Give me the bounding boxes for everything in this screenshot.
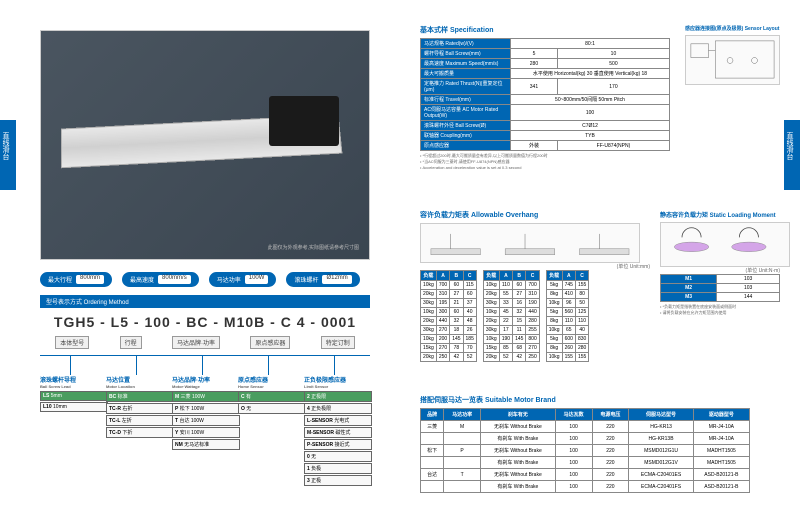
tree-column: 正负极限感应器Limit Sensor2 正极限4 正负极限L-SENSOR 光… <box>304 375 372 487</box>
motor-graphic <box>269 96 339 146</box>
sensor-diagram <box>685 35 780 85</box>
tree-column: 滚珠螺杆导程Ball Screw LeadLS 5mmL10 10mm <box>40 375 108 413</box>
overhang-tables: 负载ABC10kg7006011520kg310276030kg19521371… <box>420 270 650 362</box>
spec-pill: 马达功率100W <box>209 272 277 287</box>
spec-notes: • *行程超过200时,最大可搬质量会有差异,以上可搬质量数值为行程200时• … <box>420 153 675 170</box>
moment-diagram <box>660 222 790 267</box>
overhang-diagram <box>420 223 640 263</box>
motor-table: 品牌马达功率刹车有无马达瓦数电源电压伺服马达型号驱动器型号三菱M无刹车 With… <box>420 408 750 493</box>
part-number: TGH5 - L5 - 100 - BC - M10B - C 4 - 0001 <box>40 314 370 330</box>
moment-notes: • *负载力矩是指装置在底座安装面或侧面时• 请将负载安装在允许力矩范围内使用 <box>660 304 780 316</box>
motor-title: 搭配伺服马达一览表 Suitable Motor Brand <box>420 395 780 405</box>
tree-column: 马达位置Motor LocationBC 标准TC-R 右折TC-L 左折TC-… <box>106 375 174 439</box>
spec-title: 基本式样 Specification <box>420 25 675 35</box>
tree-column: 原点感应器Home SensorC 有O 无 <box>238 375 306 415</box>
spec-table: 马达规格 Rated(w)/(V)80:1螺杆导程 Ball Screw(mm)… <box>420 38 670 151</box>
moment-title: 静态容许负载力矩 Static Loading Moment <box>660 210 780 219</box>
image-caption: 此图仅为外观参考,实际图纸请参考尺寸图 <box>268 244 359 251</box>
spec-pills: 最大行程800mm 最高速度800mm/s 马达功率100W 滚珠螺杆Ø12mm <box>40 272 360 287</box>
tree-column: 马达品牌·功率Motor·WattageM 三菱 100WP 松下 100WT … <box>172 375 240 451</box>
moment-table: M1103M2103M3144 <box>660 274 780 302</box>
ordering-tree: 滚珠螺杆导程Ball Screw LeadLS 5mmL10 10mm马达位置M… <box>40 355 370 495</box>
spec-pill: 滚珠螺杆Ø12mm <box>286 272 359 287</box>
sensor-title: 感应器连接图(原点及极限) Sensor Layout <box>685 25 780 32</box>
overhang-unit: (单位 Unit:mm) <box>420 263 650 270</box>
product-image: 此图仅为外观参考,实际图纸请参考尺寸图 <box>40 30 370 260</box>
moment-unit: (单位 Unit:N·m) <box>660 267 780 274</box>
spec-pill: 最高速度800mm/s <box>122 272 199 287</box>
overhang-title: 容许负载力矩表 Allowable Overhang <box>420 210 650 220</box>
ordering-title: 型号表示方式 Ordering Method <box>40 295 370 308</box>
part-labels: 本体型号行程马达品牌·功率原点感应器特定订制 <box>40 336 370 349</box>
spec-pill: 最大行程800mm <box>40 272 112 287</box>
